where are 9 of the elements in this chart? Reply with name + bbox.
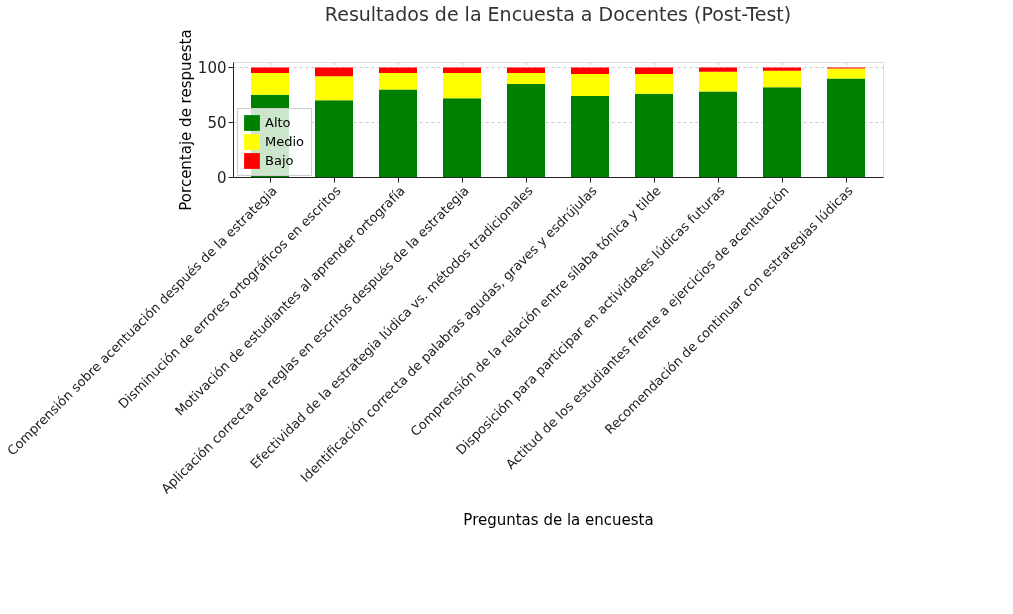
x-axis-title: Preguntas de la encuesta — [463, 510, 654, 529]
y-tick-label: 100 — [197, 58, 227, 77]
legend-label: Medio — [265, 134, 305, 149]
y-axis-title: Porcentaje de respuesta — [176, 29, 195, 211]
y-tick-label: 50 — [207, 113, 227, 132]
y-tick-label: 0 — [216, 168, 227, 187]
chart-title: Resultados de la Encuesta a Docentes (Post-Test) — [324, 2, 792, 25]
legend-label: Alto — [265, 115, 291, 130]
legend-label: Bajo — [265, 153, 294, 168]
